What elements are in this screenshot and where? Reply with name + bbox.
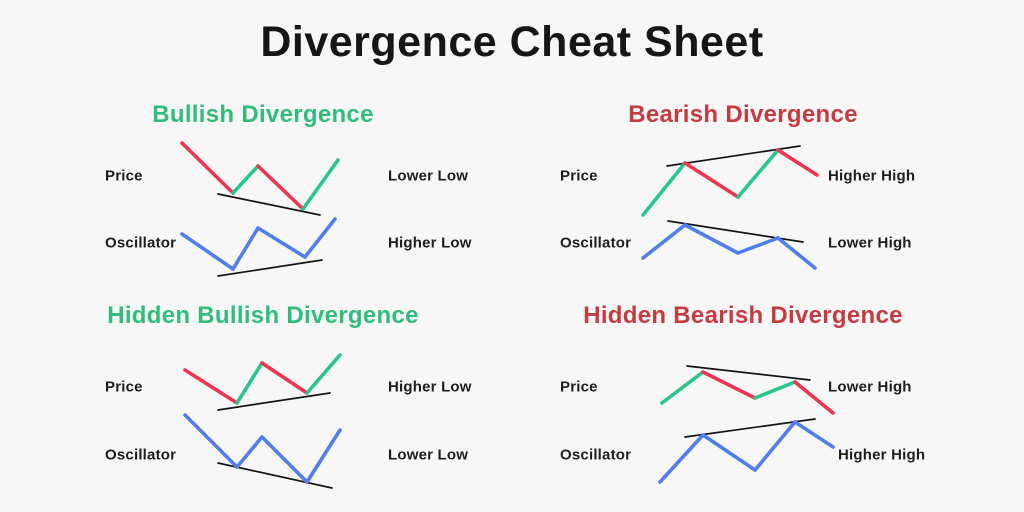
oscillator-label: Oscillator (560, 446, 632, 464)
panel-heading-hidden-bullish: Hidden Bullish Divergence (107, 302, 419, 329)
annotation-higher-low: Higher Low (388, 234, 472, 252)
hidden-bullish-oscillator-chart (183, 413, 342, 490)
hidden-bearish-oscillator-chart (658, 417, 835, 484)
oscillator-label: Oscillator (560, 234, 632, 252)
hidden-bullish-price-chart (183, 353, 342, 412)
panel-heading-bullish: Bullish Divergence (152, 101, 374, 128)
price-label: Price (105, 378, 143, 396)
oscillator-label: Oscillator (105, 234, 177, 252)
bullish-price-chart (180, 141, 340, 217)
bearish-price-chart (641, 143, 819, 217)
hidden-bearish-price-chart (660, 364, 835, 415)
price-label: Price (105, 167, 143, 185)
annotation-higher-high: Higher High (838, 446, 926, 464)
bullish-oscillator-chart (180, 217, 337, 278)
annotation-higher-high: Higher High (828, 167, 916, 185)
bearish-oscillator-chart (641, 219, 817, 270)
price-label: Price (560, 167, 598, 185)
annotation-lower-high: Lower High (828, 378, 912, 396)
panel-heading-bearish: Bearish Divergence (628, 101, 858, 128)
annotation-lower-high: Lower High (828, 234, 912, 252)
panel-heading-hidden-bearish: Hidden Bearish Divergence (583, 302, 903, 329)
price-label: Price (560, 378, 598, 396)
annotation-lower-low: Lower Low (388, 446, 469, 464)
page-title: Divergence Cheat Sheet (260, 18, 764, 66)
annotation-higher-low: Higher Low (388, 378, 472, 396)
annotation-lower-low: Lower Low (388, 167, 469, 185)
oscillator-label: Oscillator (105, 446, 177, 464)
